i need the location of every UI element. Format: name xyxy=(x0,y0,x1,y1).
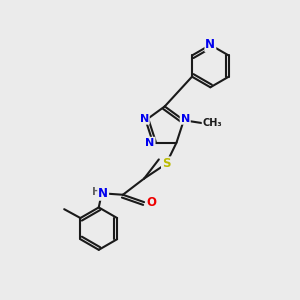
Text: N: N xyxy=(146,138,154,148)
Text: N: N xyxy=(140,114,149,124)
Text: N: N xyxy=(98,187,108,200)
Text: N: N xyxy=(206,38,215,51)
Text: H: H xyxy=(92,187,101,197)
Text: CH₃: CH₃ xyxy=(202,118,222,128)
Text: N: N xyxy=(181,114,190,124)
Text: S: S xyxy=(162,157,170,170)
Text: O: O xyxy=(146,196,157,208)
